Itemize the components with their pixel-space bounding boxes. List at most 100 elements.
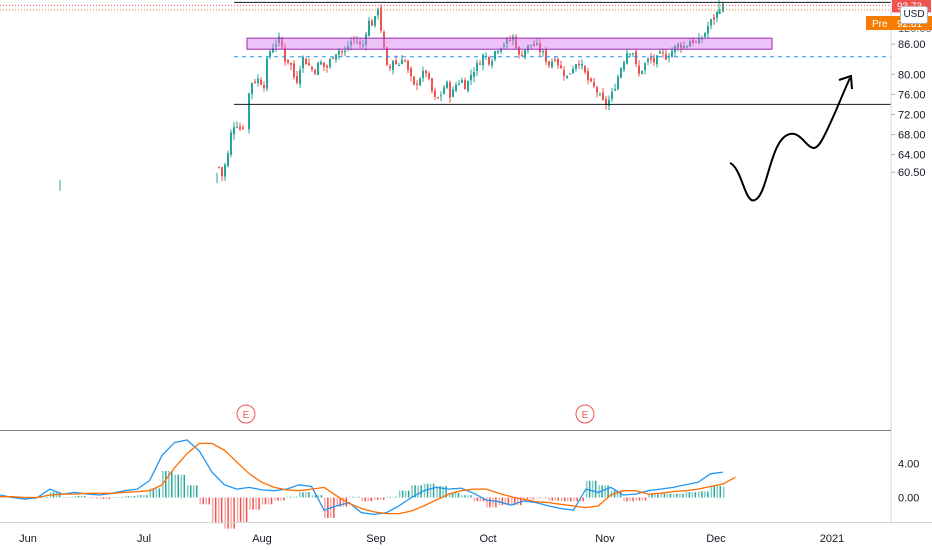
macd-histogram-bar bbox=[62, 497, 64, 498]
macd-histogram-bar bbox=[358, 496, 360, 498]
macd-histogram-bar bbox=[507, 497, 510, 506]
macd-histogram-bar bbox=[124, 495, 127, 498]
candle-body bbox=[536, 42, 538, 45]
candle-body bbox=[686, 45, 688, 48]
candle-body bbox=[353, 39, 355, 41]
candle-body bbox=[581, 63, 583, 66]
candle-body bbox=[659, 51, 661, 54]
macd-histogram-bar bbox=[417, 485, 419, 498]
macd-histogram-bar bbox=[342, 497, 345, 507]
candle-body bbox=[716, 11, 718, 18]
candle-body bbox=[668, 57, 670, 59]
macd-histogram-bar bbox=[261, 497, 264, 505]
macd-histogram-bar bbox=[311, 495, 314, 498]
candle-body bbox=[635, 51, 637, 65]
candle-body bbox=[551, 61, 553, 68]
macd-histogram-bar bbox=[180, 474, 183, 498]
candle-body bbox=[437, 97, 439, 99]
candle-body bbox=[569, 73, 571, 75]
candle-body bbox=[308, 63, 310, 66]
macd-histogram-bar bbox=[208, 497, 210, 505]
macd-histogram-bar bbox=[716, 486, 719, 498]
macd-histogram-bar bbox=[299, 492, 301, 498]
macd-y-tick-label: 4.00 bbox=[898, 459, 919, 471]
macd-histogram-bar bbox=[183, 474, 186, 498]
macd-histogram-bar bbox=[651, 494, 653, 498]
macd-histogram-bar bbox=[582, 497, 584, 502]
macd-histogram-bar bbox=[532, 497, 535, 500]
macd-histogram-bar bbox=[83, 495, 86, 498]
macd-histogram-bar bbox=[439, 486, 441, 498]
macd-histogram-bar bbox=[542, 497, 544, 499]
macd-histogram-bar bbox=[130, 495, 133, 498]
macd-histogram-bar bbox=[211, 497, 214, 524]
x-tick-label: Jun bbox=[19, 533, 37, 545]
macd-histogram-bar bbox=[476, 497, 479, 502]
candle-body bbox=[641, 70, 643, 74]
candle-body bbox=[335, 54, 337, 60]
macd-histogram-bar bbox=[249, 497, 251, 510]
candle-body bbox=[422, 70, 424, 79]
macd-histogram-bar bbox=[205, 497, 207, 505]
y-tick-label: 64.00 bbox=[898, 150, 926, 162]
macd-histogram-bar bbox=[529, 497, 532, 500]
candle-body bbox=[713, 17, 715, 20]
macd-histogram-bar bbox=[451, 492, 454, 498]
macd-histogram-bar bbox=[545, 497, 547, 499]
candle-body bbox=[254, 81, 256, 83]
macd-histogram-bar bbox=[414, 485, 416, 498]
candle-body bbox=[395, 60, 397, 65]
candle-body bbox=[554, 59, 556, 61]
macd-histogram-bar bbox=[395, 496, 397, 498]
candle-body bbox=[413, 76, 415, 85]
candle-body bbox=[539, 43, 541, 53]
candle-body bbox=[389, 66, 391, 69]
macd-histogram-bar bbox=[573, 497, 575, 502]
candle-body bbox=[410, 68, 412, 77]
macd-histogram-bar bbox=[255, 497, 257, 510]
candle-body bbox=[443, 87, 445, 94]
candle-body bbox=[227, 153, 229, 167]
macd-histogram-bar bbox=[694, 492, 697, 498]
macd-histogram-bar bbox=[386, 496, 388, 498]
candle-body bbox=[605, 98, 607, 106]
macd-histogram-bar bbox=[295, 496, 298, 498]
candle-body bbox=[281, 38, 283, 47]
candle-body bbox=[263, 85, 265, 88]
macd-histogram-bar bbox=[71, 497, 73, 498]
candle-body bbox=[446, 81, 448, 88]
macd-histogram-bar bbox=[591, 480, 594, 498]
macd-histogram-bar bbox=[245, 497, 248, 522]
candle-body bbox=[611, 91, 613, 99]
macd-histogram-bar bbox=[233, 497, 235, 529]
macd-histogram-bar bbox=[165, 470, 167, 498]
projection-arrow bbox=[729, 77, 851, 202]
x-tick-label: Sep bbox=[366, 533, 386, 545]
candle-body bbox=[356, 41, 358, 43]
candle-body bbox=[524, 50, 526, 58]
macd-histogram-bar bbox=[467, 495, 469, 498]
candle-body bbox=[302, 56, 304, 69]
candle-body bbox=[692, 39, 694, 44]
candle-body bbox=[626, 52, 628, 64]
macd-histogram-bar bbox=[719, 486, 722, 498]
currency-button[interactable]: USD bbox=[900, 6, 928, 24]
macd-histogram-bar bbox=[320, 495, 323, 498]
macd-histogram-bar bbox=[701, 491, 703, 498]
earnings-marker-label: E bbox=[582, 410, 589, 421]
macd-histogram-bar bbox=[258, 497, 260, 510]
macd-histogram-bar bbox=[286, 496, 289, 498]
macd-histogram-bar bbox=[127, 495, 130, 498]
macd-histogram-bar bbox=[604, 485, 606, 498]
candle-body bbox=[530, 44, 532, 46]
macd-histogram-bar bbox=[682, 493, 684, 498]
candle-body bbox=[698, 37, 700, 44]
macd-histogram-bar bbox=[267, 497, 270, 505]
macd-histogram-bar bbox=[713, 486, 716, 498]
macd-histogram-bar bbox=[74, 495, 77, 498]
macd-histogram-bar bbox=[239, 497, 242, 522]
candle-body bbox=[257, 78, 259, 84]
macd-histogram-bar bbox=[333, 497, 335, 519]
candle-body bbox=[689, 41, 691, 47]
